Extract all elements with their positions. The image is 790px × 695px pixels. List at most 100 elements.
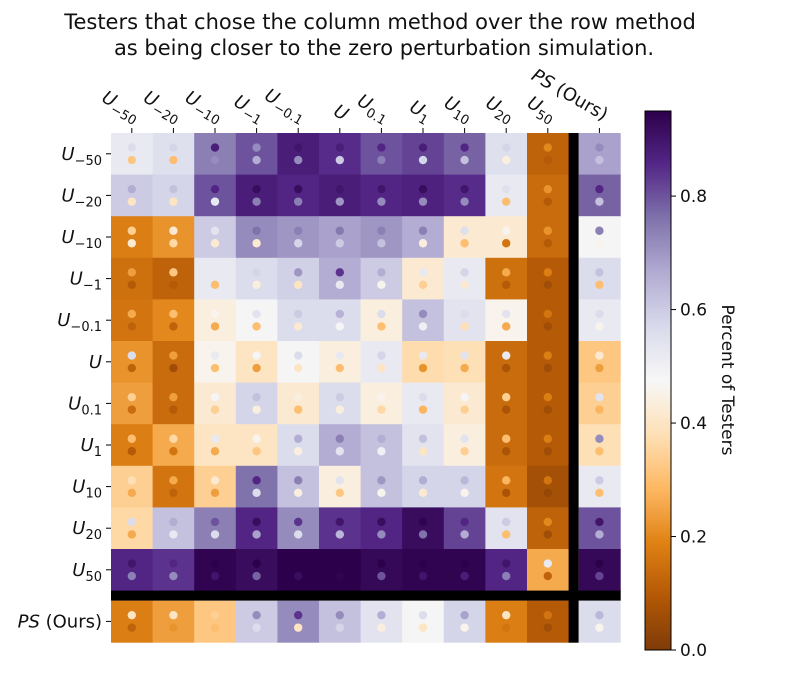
cell-dot-bottom [127,322,136,331]
heatmap-cell [194,341,237,384]
heatmap-cell [485,424,528,467]
heatmap-cell [578,600,621,643]
cell-dot-bottom [377,155,386,165]
cell-dot-bottom [210,530,220,539]
cell-dot-top [294,476,303,485]
cell-dot-bottom [543,447,552,456]
cell-dot-bottom [169,571,178,581]
heatmap-cell [527,257,570,300]
cell-dot-top [543,434,552,443]
heatmap-cell [277,600,320,643]
cell-dot-bottom [210,239,220,248]
column-label: U−20 [138,87,186,129]
column-label: U−10 [179,87,227,129]
cell-dot-bottom [377,571,386,581]
cell-dot-top [169,184,178,194]
cell-dot-top [294,351,303,360]
cell-dot-top [377,559,386,568]
cell-dot-bottom [127,447,136,456]
cell-dot-bottom [460,197,469,206]
heatmap-cell [443,507,486,550]
heatmap-cell [578,465,621,508]
heatmap-cell [152,216,195,259]
cell-dot-top [335,268,344,277]
heatmap-cell [485,507,528,550]
heatmap-cell [443,133,486,176]
cell-dot-bottom [252,239,261,248]
heatmap-cell [194,465,237,508]
cell-dot-top [127,517,136,527]
chart-title-line-1: Testers that chose the column method ove… [63,10,696,34]
cell-dot-top [335,143,344,152]
cell-dot-bottom [502,488,511,498]
cell-dot-top [543,184,552,194]
cell-dot-bottom [460,623,469,632]
cell-dot-top [377,610,386,620]
cell-dot-top [377,226,386,235]
cell-dot-bottom [595,405,604,414]
heatmap-cell [152,507,195,550]
cell-dot-bottom [460,239,469,248]
cell-dot-top [418,351,428,360]
row-label: U [89,352,102,373]
cell-dot-top [543,610,552,620]
cell-dot-bottom [502,363,511,373]
heatmap-cell [235,216,278,259]
cell-dot-bottom [543,530,552,539]
heatmap-cell [319,341,362,384]
cell-dot-bottom [502,239,511,248]
heatmap-cell [485,549,528,592]
heatmap-cell [578,549,621,592]
colorbar-tick-label: 0.6 [680,301,707,321]
heatmap-cell [527,341,570,384]
heatmap-cell [194,382,237,425]
cell-dot-bottom [127,405,136,414]
cell-dot-bottom [502,447,511,456]
cell-dot-bottom [252,363,261,373]
cell-dot-top [460,476,469,485]
cell-dot-top [377,517,386,527]
heatmap-cell [235,465,278,508]
column-label: U1 [404,96,435,128]
cell-dot-bottom [418,571,428,581]
heatmap-cell [578,341,621,384]
heatmap-cell [319,257,362,300]
heatmap-cell [402,257,445,300]
colorbar-tick-label: 0.2 [680,528,707,548]
cell-dot-bottom [460,405,469,414]
heatmap-dots [127,143,604,632]
cell-dot-bottom [210,488,220,498]
heatmap-cell [402,341,445,384]
cell-dot-top [460,517,469,527]
cell-dot-top [210,226,220,235]
cell-dot-top [210,476,220,485]
heatmap-cell [443,174,486,217]
cell-dot-top [169,610,178,620]
cell-dot-bottom [294,363,303,373]
cell-dot-top [169,476,178,485]
heatmap-cell [402,133,445,176]
cell-dot-top [460,610,469,620]
cell-dot-bottom [377,322,386,331]
heatmap-cell [235,600,278,643]
cell-dot-top [335,309,344,319]
cell-dot-top [294,143,303,152]
heatmap-cell [578,382,621,425]
cell-dot-top [169,268,178,277]
cell-dot-bottom [335,280,344,290]
cell-dot-bottom [252,623,261,632]
cell-dot-top [543,392,552,402]
cell-dot-bottom [335,363,344,373]
cell-dot-top [335,184,344,194]
cell-dot-bottom [252,530,261,539]
cell-dot-top [595,610,604,620]
heatmap-cell [111,257,154,300]
heatmap-cell [360,174,403,217]
heatmap-cell [277,382,320,425]
heatmap-cell [319,507,362,550]
heatmap-cell [277,341,320,384]
heatmap-cell [402,174,445,217]
row-label: U10 [72,477,102,502]
